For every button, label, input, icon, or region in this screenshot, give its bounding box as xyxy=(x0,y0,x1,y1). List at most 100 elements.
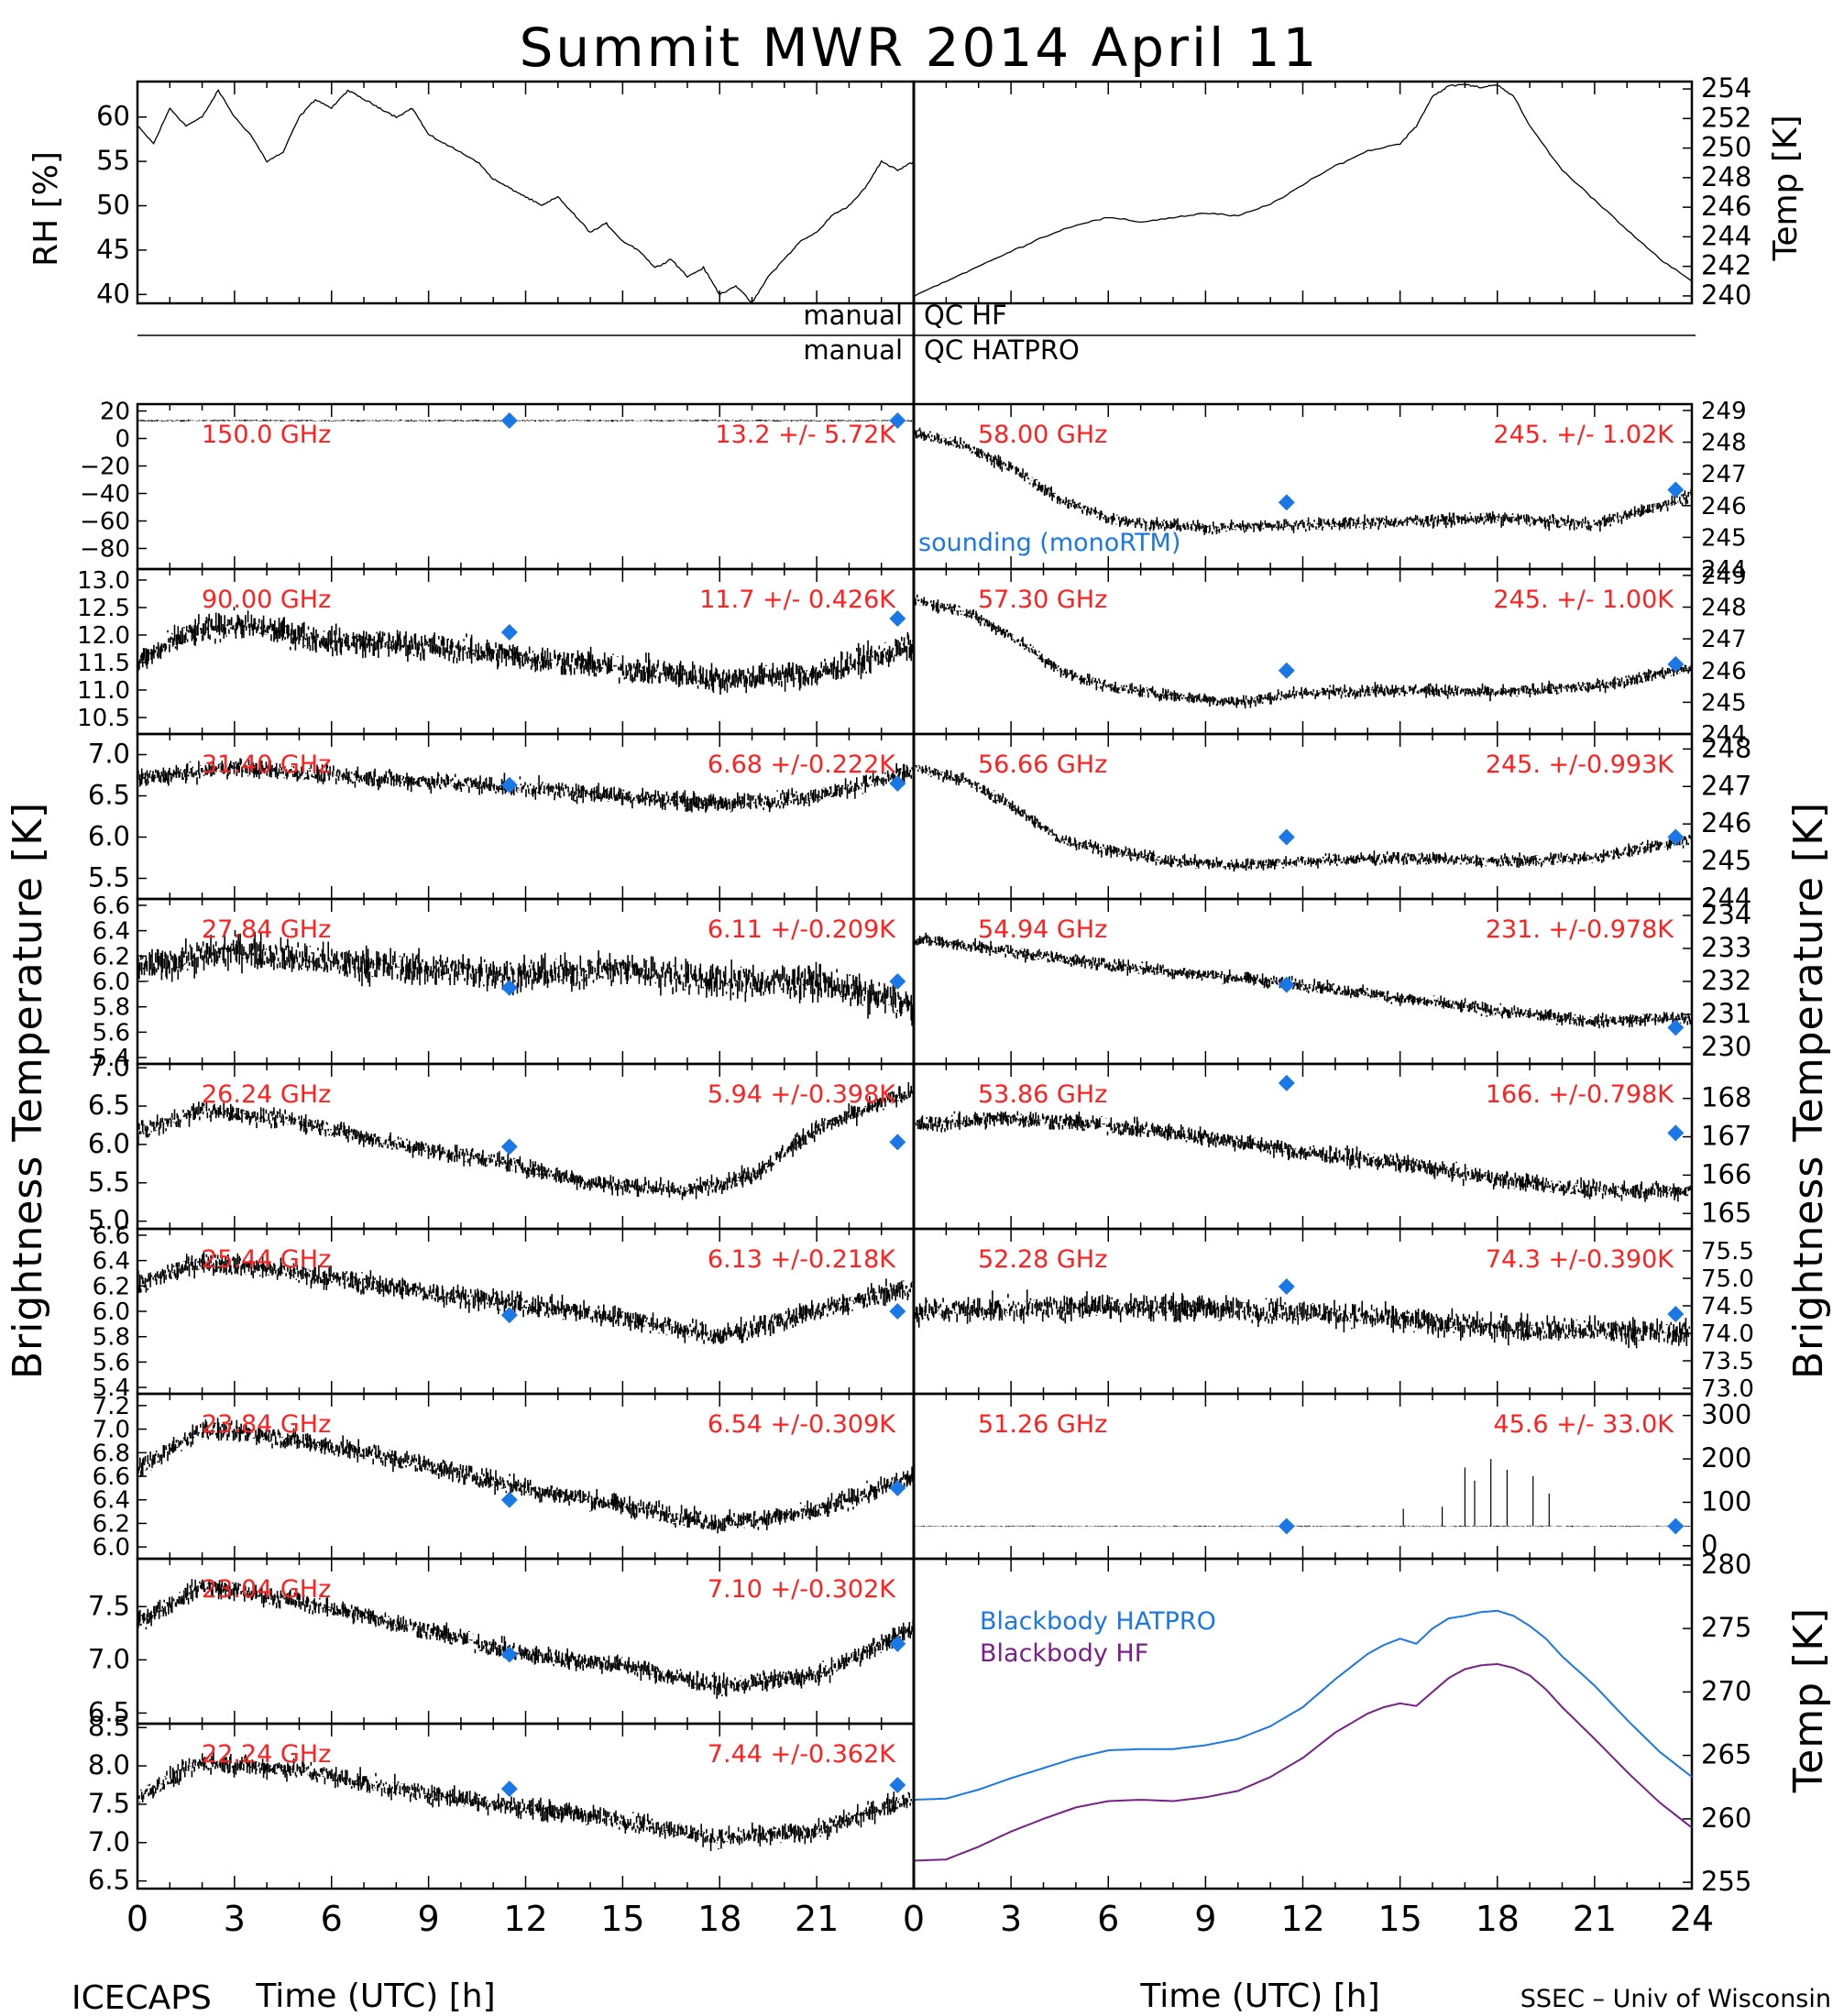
y-tick-label: 245 xyxy=(1701,524,1747,552)
series-title-label: 23.04 GHz xyxy=(202,1575,331,1604)
y-tick-label: 6.2 xyxy=(93,1510,130,1538)
y-tick-label: 270 xyxy=(1701,1675,1751,1706)
series-stats-label: 245. +/- 1.00K xyxy=(1493,586,1674,614)
series-title-label: 22.24 GHz xyxy=(202,1740,331,1769)
y-tick-label: 246 xyxy=(1701,493,1747,520)
x-tick-label: 21 xyxy=(1573,1899,1617,1939)
y-tick-label: 233 xyxy=(1701,932,1751,963)
temp-axis-title: Temp [K] xyxy=(1767,115,1805,261)
sounding-marker xyxy=(889,1776,906,1793)
series-title-label: 58.00 GHz xyxy=(978,421,1107,449)
y-tick-label: 8.0 xyxy=(88,1749,130,1780)
y-tick-label: 6.6 xyxy=(93,893,130,920)
temp-panel-line xyxy=(913,83,1693,298)
panel-22-24-series xyxy=(137,1751,915,1851)
y-tick-label: 20 xyxy=(100,399,130,426)
x-tick-label: 18 xyxy=(697,1899,741,1939)
panel-51-26-series xyxy=(913,1525,1693,1528)
series-stats-label: 6.11 +/-0.209K xyxy=(708,915,896,944)
x-tick-label: 6 xyxy=(321,1899,343,1939)
y-tick-label: 73.5 xyxy=(1701,1348,1754,1375)
series-stats-label: 6.68 +/-0.222K xyxy=(708,751,896,779)
y-tick-label: 5.5 xyxy=(88,862,130,893)
series-title-label: 51.26 GHz xyxy=(978,1410,1107,1439)
series-title-label: 54.94 GHz xyxy=(978,915,1107,944)
series-stats-label: 45.6 +/- 33.0K xyxy=(1493,1410,1674,1439)
y-tick-label: 244 xyxy=(1701,556,1747,584)
y-tick-label: 168 xyxy=(1701,1082,1751,1113)
qc-line1-right: QC HF xyxy=(924,300,1007,331)
y-tick-label: 247 xyxy=(1701,770,1751,801)
sounding-marker xyxy=(1667,1517,1685,1535)
y-tick-label: 246 xyxy=(1701,658,1747,685)
series-title-label: 57.30 GHz xyxy=(978,586,1107,614)
y-tick-label: 240 xyxy=(1701,279,1751,311)
series-stats-label: 7.44 +/-0.362K xyxy=(708,1740,896,1769)
y-tick-label: 7.2 xyxy=(93,1393,130,1420)
x-tick-label: 3 xyxy=(1000,1899,1022,1939)
sounding-marker xyxy=(889,1303,906,1320)
y-tick-label: 244 xyxy=(1701,220,1751,251)
sounding-marker xyxy=(1667,481,1685,499)
legend-hatpro-label: Blackbody HATPRO xyxy=(980,1607,1216,1636)
y-tick-label: 7.0 xyxy=(88,1051,130,1082)
y-tick-label: 6.8 xyxy=(93,1440,130,1467)
y-tick-label: 73.0 xyxy=(1701,1375,1754,1403)
y-tick-label: 245 xyxy=(1701,689,1747,717)
series-title-label: 27.84 GHz xyxy=(202,915,331,944)
y-tick-label: 165 xyxy=(1701,1197,1751,1228)
y-tick-label: 244 xyxy=(1701,721,1747,749)
sounding-marker xyxy=(500,979,518,996)
x-tick-label: 6 xyxy=(1097,1899,1119,1939)
legend-hf-label: Blackbody HF xyxy=(980,1639,1148,1668)
y-tick-label: 6.0 xyxy=(93,1298,130,1326)
sounding-marker xyxy=(889,973,906,990)
y-tick-label: 6.6 xyxy=(93,1463,130,1491)
sounding-marker xyxy=(1278,828,1295,846)
bb-temp-axis-title: Temp [K] xyxy=(1785,1607,1832,1793)
series-title-label: 23.84 GHz xyxy=(202,1410,331,1439)
y-tick-label: 245 xyxy=(1701,845,1751,876)
sounding-marker xyxy=(1278,1517,1295,1535)
series-stats-label: 245. +/- 1.02K xyxy=(1493,421,1674,449)
sounding-marker xyxy=(1278,1074,1295,1091)
y-tick-label: 12.5 xyxy=(77,595,130,622)
y-tick-label: 6.4 xyxy=(93,918,130,946)
x-axis-title-right: Time (UTC) [h] xyxy=(1139,1978,1379,2015)
x-tick-label: 3 xyxy=(224,1899,246,1939)
series-stats-label: 11.7 +/- 0.426K xyxy=(699,586,896,614)
series-stats-label: 231. +/-0.978K xyxy=(1486,915,1674,944)
series-title-label: 56.66 GHz xyxy=(978,751,1107,779)
y-tick-label: 242 xyxy=(1701,250,1751,281)
y-tick-label: 247 xyxy=(1701,461,1747,488)
y-tick-label: 244 xyxy=(1701,882,1751,914)
x-tick-label: 0 xyxy=(126,1899,148,1939)
y-tick-label: 6.2 xyxy=(93,943,130,970)
y-tick-label: 40 xyxy=(96,278,130,309)
panel-31-series xyxy=(137,758,915,813)
chart-title: Summit MWR 2014 April 11 xyxy=(520,16,1320,79)
y-tick-label: 249 xyxy=(1701,563,1747,590)
y-tick-label: 6.4 xyxy=(93,1248,130,1276)
y-tick-label: 232 xyxy=(1701,965,1751,996)
y-tick-label: 260 xyxy=(1701,1802,1751,1834)
y-tick-label: 7.0 xyxy=(93,1417,130,1444)
sounding-marker xyxy=(1278,494,1295,511)
y-tick-label: 5.8 xyxy=(93,1324,130,1352)
y-tick-label: 100 xyxy=(1701,1485,1751,1517)
sounding-marker xyxy=(1667,1124,1685,1142)
y-tick-label: 255 xyxy=(1701,1866,1751,1897)
panel-53-86-series xyxy=(913,1111,1693,1202)
y-tick-label: 246 xyxy=(1701,807,1751,838)
series-title-label: 90.00 GHz xyxy=(202,586,331,614)
y-tick-label: 246 xyxy=(1701,191,1751,222)
blackbody-hf-line xyxy=(913,1662,1693,1862)
y-tick-label: 166 xyxy=(1701,1158,1751,1189)
y-tick-label: 12.0 xyxy=(77,622,130,650)
y-tick-label: 275 xyxy=(1701,1612,1751,1643)
series-title-label: 25.44 GHz xyxy=(202,1245,331,1274)
series-title-label: 52.28 GHz xyxy=(978,1245,1107,1274)
y-tick-label: 55 xyxy=(96,145,130,176)
y-tick-label: 234 xyxy=(1701,899,1751,930)
panel-23-84-series xyxy=(137,1418,915,1534)
